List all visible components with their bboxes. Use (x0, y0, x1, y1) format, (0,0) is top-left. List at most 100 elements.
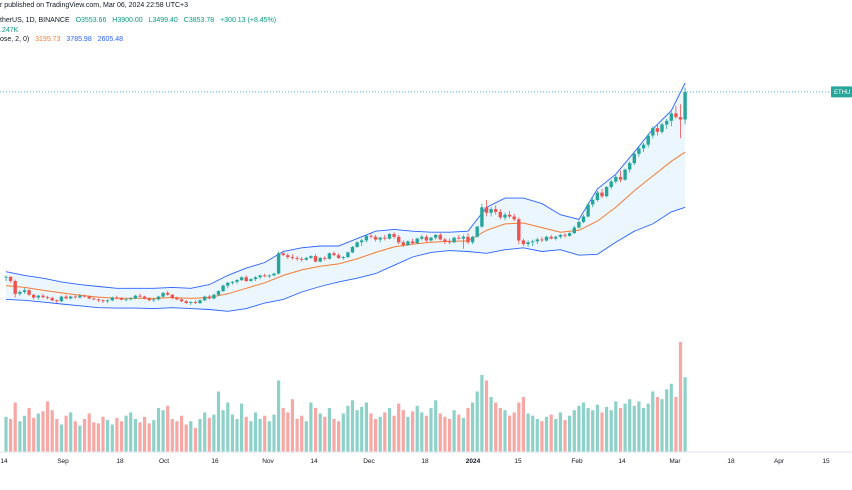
candle-body (184, 301, 188, 303)
candle-body (27, 290, 31, 295)
candle-body (591, 199, 595, 205)
volume-bar (59, 424, 63, 452)
candle-body (531, 241, 535, 243)
volume-bar (332, 419, 336, 452)
volume-bar (124, 415, 128, 452)
candle-body (286, 255, 290, 257)
candle-body (258, 275, 262, 278)
volume-bar (683, 377, 687, 452)
candle-body (600, 192, 604, 197)
volume-bar (249, 421, 253, 452)
bb-label[interactable]: ose, 2, 0) (0, 36, 30, 43)
volume-bar (235, 419, 239, 452)
volume-bar (674, 397, 678, 452)
volume-bar (591, 410, 595, 452)
volume-bar (521, 397, 525, 452)
candle-body (646, 135, 650, 145)
volume-bar (665, 389, 669, 452)
x-tick-label: 14 (0, 458, 8, 465)
x-tick-label: Nov (262, 458, 274, 465)
x-tick-label: Mar (669, 458, 681, 465)
high-value: H3900.00 (112, 17, 143, 24)
candle-body (457, 237, 461, 239)
candle-body (498, 211, 502, 218)
volume-bar (304, 421, 308, 452)
volume-bar (277, 380, 281, 452)
band-area (6, 83, 686, 312)
candle-body (64, 296, 68, 299)
volume-bar (471, 402, 475, 452)
volume-bar (484, 380, 489, 452)
symbol-line[interactable]: therUS, 1D, BINANCE (0, 17, 70, 24)
volume-bar (461, 417, 465, 452)
candle-body (415, 238, 419, 244)
candle-body (73, 296, 77, 298)
volume-bar (355, 410, 359, 452)
candle-body (239, 277, 244, 281)
volume-bar (558, 412, 562, 452)
volume-bar (230, 414, 234, 452)
price-tag-label: ETHU (834, 90, 850, 96)
price-tag-bg (831, 86, 852, 98)
x-tick-label: 16 (211, 458, 219, 465)
volume-bar (489, 397, 493, 452)
volume-bar (73, 421, 77, 452)
x-tick-label: Dec (363, 458, 375, 465)
candle-body (406, 241, 410, 246)
candle-body (101, 300, 105, 302)
x-tick-label: 14 (618, 458, 626, 465)
volume-bar (180, 415, 184, 452)
volume-bar (286, 412, 290, 452)
candle-body (341, 257, 345, 258)
volume-bar (106, 420, 110, 452)
candle-body (332, 253, 336, 256)
volume-bar (267, 421, 271, 452)
publish-text: r published on TradingView.com, Mar 06, … (0, 2, 189, 9)
volume-bar (563, 420, 567, 452)
volume-bar (452, 410, 456, 452)
bb-legend: ose, 2, 0) 3195.73 3785.98 2605.48 (0, 36, 123, 43)
candle-body (346, 252, 350, 257)
candle-body (133, 295, 138, 299)
volume-bar (138, 422, 142, 452)
volume-bar (22, 415, 27, 452)
candle-body (452, 237, 456, 243)
candle-body (263, 275, 267, 277)
volume-bar (438, 413, 442, 452)
candle-body (484, 207, 489, 213)
volume-bar (678, 342, 683, 452)
candle-body (166, 292, 170, 295)
open-value: O3553.66 (75, 17, 107, 24)
candle-body (461, 236, 466, 239)
volume-bar (253, 412, 258, 452)
candle-body (216, 291, 221, 295)
volume-bar (175, 421, 179, 452)
volume-bar (82, 419, 87, 452)
volume-bar (443, 416, 447, 452)
candle-body (378, 237, 382, 240)
volume-bar (193, 427, 197, 452)
candle-body (489, 209, 493, 213)
candle-body (438, 234, 442, 240)
candle-body (494, 209, 498, 212)
volume-bar (660, 399, 664, 452)
candle-body (156, 296, 161, 300)
volume-bar (36, 413, 40, 452)
candle-body (669, 113, 673, 121)
volume-bar (364, 402, 368, 452)
volume-bar (475, 391, 479, 452)
candle-body (355, 242, 359, 247)
candle-body (36, 295, 40, 298)
candle-body (392, 234, 396, 237)
volume-bar (549, 414, 553, 452)
volume-bar (13, 402, 17, 452)
volume-bar (411, 411, 415, 452)
candle-body (544, 236, 549, 241)
candle-body (507, 214, 512, 217)
candle-body (69, 296, 73, 299)
volume-bar (110, 424, 114, 452)
candle-body (674, 113, 678, 118)
volume-bar (4, 416, 8, 452)
